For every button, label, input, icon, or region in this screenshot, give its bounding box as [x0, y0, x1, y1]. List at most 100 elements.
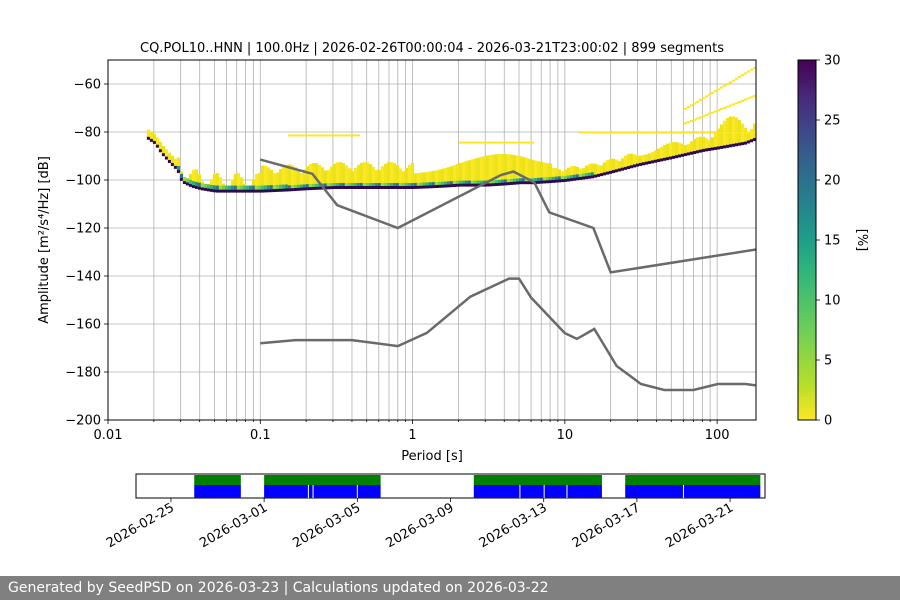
- heatmap-cell-sparse: [287, 134, 292, 137]
- heatmap-cell-mid: [308, 184, 313, 188]
- heatmap-cell-mid: [272, 185, 277, 190]
- heatmap-mode-cell: [311, 186, 316, 190]
- heatmap-mode-cell: [485, 183, 490, 187]
- heatmap-cell-sparse: [749, 132, 754, 134]
- heatmap-cell-mid: [563, 175, 568, 179]
- heatmap-cell-mid: [557, 176, 562, 180]
- heatmap-cell-sparse: [464, 141, 469, 144]
- heatmap-cell-mid: [467, 180, 472, 184]
- y-tick-label: −60: [74, 78, 101, 93]
- heatmap-cell-low: [290, 165, 295, 189]
- heatmap-mode-cell: [182, 181, 187, 185]
- heatmap-mode-cell: [650, 160, 655, 164]
- heatmap-cell-mid: [224, 185, 229, 190]
- heatmap-cell-sparse: [704, 114, 709, 117]
- heatmap-cell-mid: [323, 183, 328, 187]
- heatmap-mode-cell: [503, 182, 508, 186]
- heatmap-cell-low: [668, 142, 673, 157]
- heatmap-cell-low: [512, 154, 517, 182]
- heatmap-cell-sparse: [629, 132, 634, 134]
- heatmap-cell-mid: [425, 182, 430, 186]
- heatmap-cell-sparse: [743, 132, 748, 134]
- heatmap-cell-low: [164, 149, 169, 157]
- heatmap-cell-mid: [548, 177, 553, 181]
- heatmap-cell-low: [305, 166, 310, 188]
- heatmap-mode-cell: [593, 174, 598, 178]
- heatmap-cell-sparse: [686, 106, 691, 109]
- heatmap-mode-cell: [410, 186, 415, 189]
- heatmap-cell-sparse: [293, 134, 298, 137]
- heatmap-cell-sparse: [470, 141, 475, 144]
- heatmap-mode-cell: [500, 182, 505, 186]
- heatmap-cell-sparse: [740, 132, 745, 134]
- heatmap-cell-mid: [560, 176, 565, 180]
- heatmap-mode-cell: [545, 180, 550, 184]
- heatmap-cell-low: [662, 145, 667, 158]
- heatmap-mode-cell: [539, 180, 544, 184]
- heatmap-cell-sparse: [722, 84, 727, 87]
- heatmap-cell-mid: [518, 178, 523, 182]
- heatmap-mode-cell: [611, 170, 616, 174]
- heatmap-cell-low: [569, 166, 574, 179]
- heatmap-mode-cell: [341, 186, 346, 189]
- heatmap-cell-low: [155, 137, 160, 145]
- colorbar-ticks: 0 5 10 15 20 25 30: [816, 54, 841, 429]
- date-tick-label: 2026-03-09: [384, 500, 457, 551]
- heatmap-cell-low: [194, 169, 199, 186]
- heatmap-mode-cell: [515, 181, 520, 185]
- heatmap-cell-low: [209, 178, 214, 189]
- heatmap-cell-sparse: [734, 132, 739, 134]
- heatmap-mode-cell: [356, 186, 361, 189]
- heatmap-cell-mid: [230, 185, 235, 190]
- heatmap-cell-sparse: [722, 132, 727, 134]
- heatmap-mode-cell: [617, 168, 622, 172]
- heatmap-cell-low: [287, 164, 292, 189]
- heatmap-cell-mid: [233, 185, 238, 190]
- heatmap-cell-mid: [368, 183, 373, 186]
- heatmap-cell-sparse: [674, 132, 679, 134]
- heatmap-mode-cell: [440, 184, 445, 188]
- heatmap-cell-low: [650, 152, 655, 161]
- heatmap-cell-low: [638, 155, 643, 163]
- heatmap-cell-mid: [344, 183, 349, 186]
- heatmap-cell-low: [362, 162, 367, 186]
- heatmap-cell-low: [659, 146, 664, 159]
- heatmap-cell-sparse: [728, 132, 733, 134]
- heatmap-cell-sparse: [503, 141, 508, 144]
- heatmap-mode-cell: [317, 186, 322, 190]
- heatmap-cell-sparse: [719, 86, 724, 89]
- heatmap-cell-low: [176, 157, 181, 171]
- heatmap-cell-low: [341, 163, 346, 186]
- heatmap-cell-low: [686, 143, 691, 153]
- heatmap-cell-mid: [587, 172, 592, 176]
- heatmap-cell-sparse: [326, 134, 331, 137]
- heatmap-cell-low: [632, 154, 637, 165]
- heatmap-cell-mid: [440, 181, 445, 185]
- heatmap-mode-cell: [743, 141, 748, 145]
- heatmap-cell-low: [395, 165, 400, 186]
- heatmap-cell-low: [449, 166, 454, 185]
- heatmap-cell-low: [497, 154, 502, 183]
- heatmap-cell-sparse: [731, 79, 736, 82]
- heatmap-cell-low: [716, 128, 721, 147]
- heatmap-cell-mid: [305, 184, 310, 188]
- heatmap-cell-mid: [578, 173, 583, 177]
- heatmap-mode-cell: [629, 165, 634, 169]
- heatmap-cell-sparse: [692, 118, 697, 121]
- heatmap-cell-low: [464, 161, 469, 184]
- heatmap-cell-low: [335, 162, 340, 186]
- heatmap-cell-low: [329, 166, 334, 187]
- heatmap-cell-sparse: [641, 132, 646, 134]
- heatmap-cell-mid: [431, 182, 436, 186]
- heatmap-mode-cell: [689, 151, 694, 155]
- heatmap-cell-sparse: [530, 141, 535, 144]
- heatmap-cell-sparse: [602, 132, 607, 134]
- heatmap-cell-low: [557, 169, 562, 180]
- heatmap-cell-mid: [371, 183, 376, 186]
- heatmap-mode-cell: [161, 153, 166, 157]
- colorbar-tick-label: 20: [824, 174, 841, 189]
- heatmap-cell-mid: [263, 185, 268, 190]
- heatmap-cell-sparse: [614, 132, 619, 134]
- heatmap-mode-cell: [497, 182, 502, 186]
- heatmap-cell-sparse: [518, 141, 523, 144]
